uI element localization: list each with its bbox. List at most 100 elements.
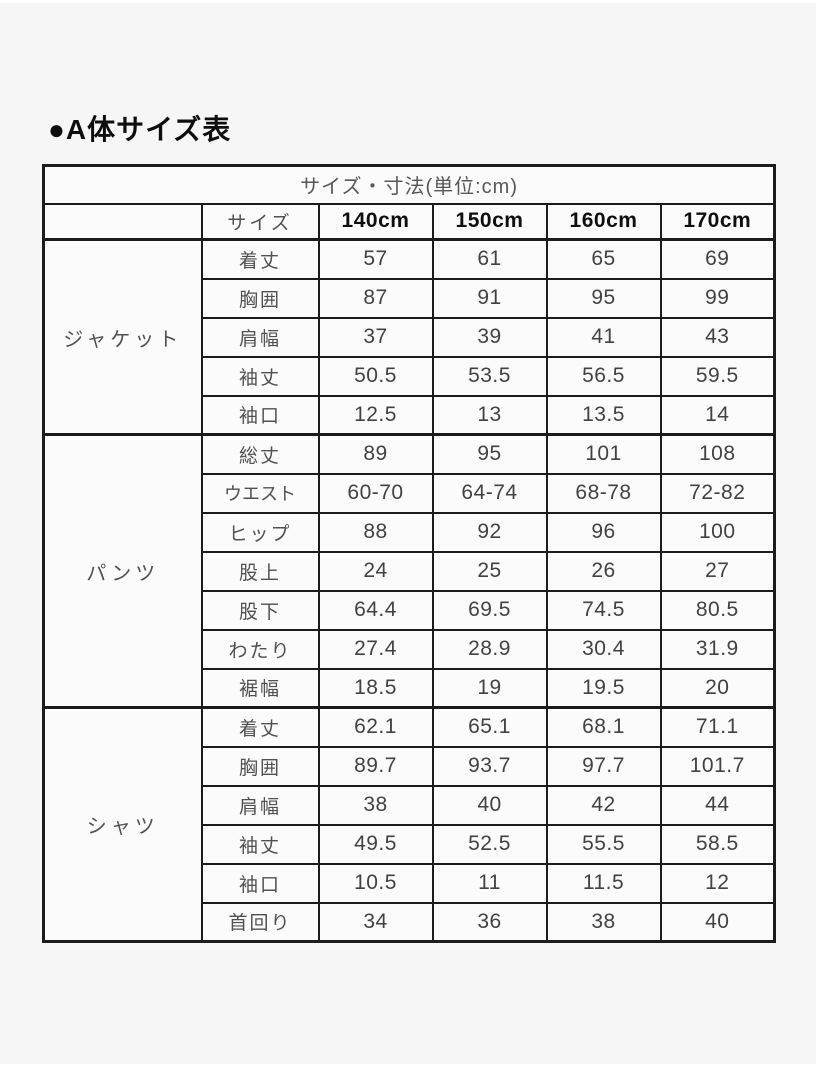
value-cell: 108 (659, 433, 776, 475)
value-cell: 64.4 (317, 589, 434, 631)
value-cell: 18.5 (317, 667, 434, 709)
metric-label-cell: わたり (200, 628, 320, 670)
table-row: 胸囲 89.7 93.7 97.7 101.7 (44, 745, 776, 787)
value-cell: 36 (431, 901, 548, 943)
size-table-body: サイズ・寸法(単位:cm) サイズ 140cm 150cm 160cm 170cm ジャケッ… (42, 164, 776, 943)
value-cell: 30.4 (545, 628, 662, 670)
metric-label-cell: 肩幅 (200, 316, 320, 358)
page-edge-bottom (0, 1064, 816, 1080)
value-cell: 87 (317, 277, 434, 319)
value-cell: 49.5 (317, 823, 434, 865)
value-cell: 64-74 (431, 472, 548, 514)
page-title: ●A体サイズ表 (48, 114, 232, 145)
value-cell: 74.5 (545, 589, 662, 631)
table-caption: サイズ・寸法(単位:cm) (42, 164, 776, 205)
table-row: 股下 64.4 69.5 74.5 80.5 (44, 589, 776, 631)
value-cell: 13.5 (545, 394, 662, 436)
value-cell: 97.7 (545, 745, 662, 787)
table-row: 袖口 12.5 13 13.5 14 (44, 394, 776, 436)
category-cell: ジャケット (42, 238, 203, 436)
metric-label-cell: 胸囲 (200, 277, 320, 319)
size-header-row: サイズ 140cm 150cm 160cm 170cm (42, 202, 776, 241)
metric-label-cell: 肩幅 (200, 784, 320, 826)
value-cell: 95 (545, 277, 662, 319)
metric-label-cell: ウエスト (200, 472, 320, 514)
value-cell: 26 (545, 550, 662, 592)
metric-label-cell: 袖丈 (200, 823, 320, 865)
value-cell: 14 (659, 394, 776, 436)
value-cell: 52.5 (431, 823, 548, 865)
table-row: 股上 24 25 26 27 (44, 550, 776, 592)
value-cell: 60-70 (317, 472, 434, 514)
value-cell: 65.1 (431, 706, 548, 748)
size-column-header: 140cm (317, 202, 434, 241)
value-cell: 62.1 (317, 706, 434, 748)
table-row: 胸囲 87 91 95 99 (44, 277, 776, 319)
value-cell: 50.5 (317, 355, 434, 397)
value-cell: 38 (545, 901, 662, 943)
value-cell: 55.5 (545, 823, 662, 865)
value-cell: 56.5 (545, 355, 662, 397)
value-cell: 37 (317, 316, 434, 358)
value-cell: 19 (431, 667, 548, 709)
value-cell: 96 (545, 511, 662, 553)
table-row: シャツ 着丈 62.1 65.1 68.1 71.1 (42, 706, 776, 943)
value-cell: 28.9 (431, 628, 548, 670)
value-cell: 89.7 (317, 745, 434, 787)
value-cell: 12 (659, 862, 776, 904)
category-cell: パンツ (42, 433, 203, 709)
value-cell: 53.5 (431, 355, 548, 397)
value-cell: 40 (659, 901, 776, 943)
value-cell: 42 (545, 784, 662, 826)
value-cell: 13 (431, 394, 548, 436)
table-row: 肩幅 37 39 41 43 (44, 316, 776, 358)
table-row: 肩幅 38 40 42 44 (44, 784, 776, 826)
size-column-header: 170cm (659, 202, 776, 241)
size-label-cell: サイズ (200, 202, 320, 241)
metric-label-cell: 胸囲 (200, 745, 320, 787)
value-cell: 72-82 (659, 472, 776, 514)
metric-label-cell: ヒップ (200, 511, 320, 553)
value-cell: 61 (431, 238, 548, 280)
corner-cell (42, 202, 203, 241)
metric-label-cell: 袖丈 (200, 355, 320, 397)
value-cell: 100 (659, 511, 776, 553)
metric-label-cell: 着丈 (200, 238, 320, 280)
value-cell: 25 (431, 550, 548, 592)
value-cell: 95 (431, 433, 548, 475)
value-cell: 65 (545, 238, 662, 280)
value-cell: 12.5 (317, 394, 434, 436)
metric-label-cell: 着丈 (200, 706, 320, 748)
value-cell: 11 (431, 862, 548, 904)
value-cell: 69.5 (431, 589, 548, 631)
value-cell: 39 (431, 316, 548, 358)
table-row: ジャケット 着丈 57 61 65 69 (42, 238, 776, 436)
value-cell: 91 (431, 277, 548, 319)
table-row: 袖口 10.5 11 11.5 12 (44, 862, 776, 904)
value-cell: 20 (659, 667, 776, 709)
value-cell: 59.5 (659, 355, 776, 397)
value-cell: 99 (659, 277, 776, 319)
value-cell: 92 (431, 511, 548, 553)
value-cell: 89 (317, 433, 434, 475)
value-cell: 11.5 (545, 862, 662, 904)
metric-label-cell: 股上 (200, 550, 320, 592)
size-table: サイズ・寸法(単位:cm) サイズ 140cm 150cm 160cm 170cm ジャケッ… (42, 164, 777, 943)
value-cell: 93.7 (431, 745, 548, 787)
category-cell: シャツ (42, 706, 203, 943)
size-column-header: 150cm (431, 202, 548, 241)
table-row: ヒップ 88 92 96 100 (44, 511, 776, 553)
value-cell: 24 (317, 550, 434, 592)
value-cell: 68.1 (545, 706, 662, 748)
table-row: わたり 27.4 28.9 30.4 31.9 (44, 628, 776, 670)
value-cell: 27.4 (317, 628, 434, 670)
value-cell: 41 (545, 316, 662, 358)
value-cell: 31.9 (659, 628, 776, 670)
value-cell: 101 (545, 433, 662, 475)
value-cell: 71.1 (659, 706, 776, 748)
value-cell: 80.5 (659, 589, 776, 631)
value-cell: 40 (431, 784, 548, 826)
value-cell: 19.5 (545, 667, 662, 709)
value-cell: 27 (659, 550, 776, 592)
